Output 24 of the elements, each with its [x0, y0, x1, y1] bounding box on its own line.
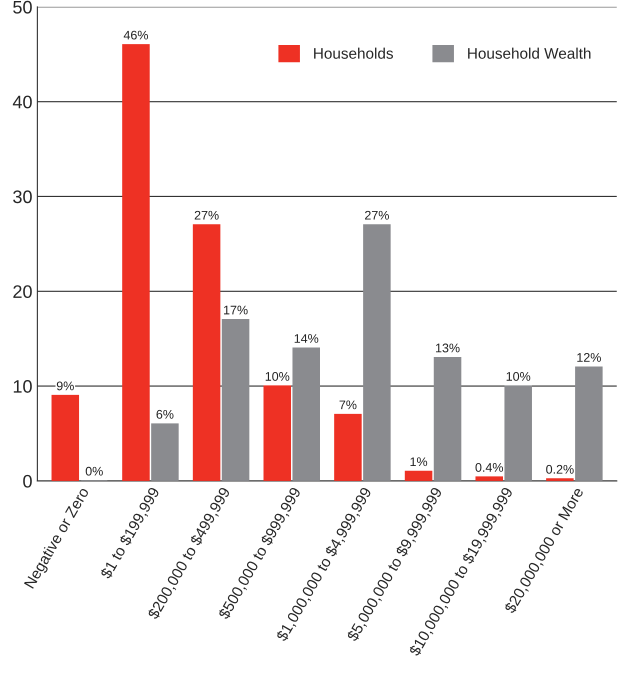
data-label: 10% [506, 372, 530, 381]
data-label: 0% [86, 466, 103, 476]
data-label: 27% [194, 210, 219, 220]
data-label: 9% [56, 381, 74, 390]
data-label: 17% [224, 306, 248, 314]
data-label: 12% [577, 353, 601, 362]
data-label: 6% [156, 410, 174, 419]
y-tick-label: 30 [13, 190, 32, 204]
y-tick-label: 50 [13, 0, 32, 14]
data-label: 46% [124, 30, 148, 40]
data-label: 13% [436, 344, 460, 352]
data-label: 1% [410, 457, 428, 466]
legend-label: Household Wealth [468, 48, 590, 59]
data-label: 27% [365, 210, 389, 220]
data-label: 10% [266, 372, 290, 381]
data-label: 7% [340, 400, 357, 410]
y-tick-label: 40 [12, 96, 32, 108]
data-label: 14% [294, 334, 318, 343]
data-label: 0.4% [475, 463, 504, 472]
y-tick-label: 20 [13, 285, 32, 298]
y-tick-label: 10 [14, 380, 32, 393]
legend-label: Households [314, 48, 393, 59]
data-label: 0.2% [546, 464, 574, 474]
y-tick-label: 0 [23, 474, 32, 488]
